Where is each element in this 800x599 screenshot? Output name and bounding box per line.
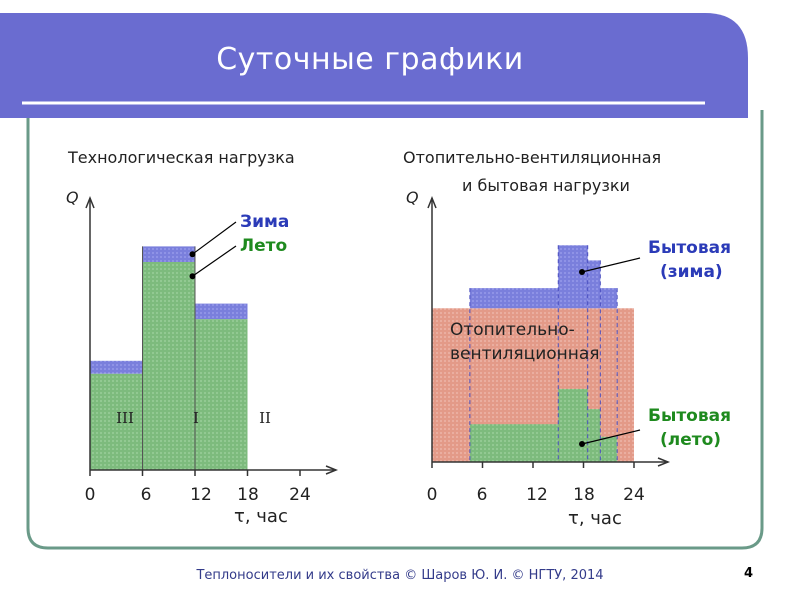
chart2-pointer-summer-line bbox=[581, 429, 641, 445]
chart2-pointer-winter-line bbox=[581, 257, 641, 273]
chart2-bar-household-summer-3 bbox=[600, 436, 618, 462]
chart-technological-load bbox=[85, 195, 339, 476]
title-banner bbox=[0, 13, 748, 118]
chart-heating-household-load bbox=[427, 195, 671, 468]
chart2-tick-12: 12 bbox=[526, 485, 548, 505]
footer-text: Теплоносители и их свойства © Шаров Ю. И… bbox=[196, 568, 604, 583]
chart1-x-symbol: τ bbox=[234, 506, 245, 527]
chart2-legend-winter-line2: (зима) bbox=[660, 262, 723, 282]
chart2-legend-winter-line1: Бытовая bbox=[648, 238, 732, 258]
chart1-shift-label-III: III bbox=[116, 409, 134, 427]
chart1-x-unit: , час bbox=[244, 506, 288, 527]
chart2-x-arrow bbox=[657, 457, 671, 467]
chart1-shift-label-II: II bbox=[259, 409, 271, 427]
chart2-heating-label-line2: вентиляционная bbox=[450, 344, 600, 364]
chart1-bar-summer-I bbox=[142, 262, 195, 470]
chart1-tick-6: 6 bbox=[140, 485, 152, 505]
chart1-bar-winter-III bbox=[90, 360, 143, 374]
chart2-tick-6: 6 bbox=[476, 485, 488, 505]
chart2-y-arrow bbox=[427, 195, 437, 209]
chart1-bar-winter-II bbox=[195, 303, 248, 320]
chart1-title: Технологическая нагрузка bbox=[68, 148, 295, 167]
chart2-bar-household-winter-4 bbox=[600, 288, 618, 309]
chart2-tick-18: 18 bbox=[573, 485, 595, 505]
chart2-bar-household-winter-1 bbox=[469, 288, 559, 309]
chart2-title-line1: Отопительно-вентиляционная bbox=[403, 148, 662, 167]
chart1-bar-summer-III bbox=[90, 373, 143, 470]
chart1-bar-winter-I bbox=[142, 246, 195, 262]
chart2-bar-household-summer-1 bbox=[558, 388, 588, 462]
chart2-x-unit: , час bbox=[578, 508, 622, 529]
chart1-tick-24: 24 bbox=[289, 485, 311, 505]
chart2-title-line2: и бытовая нагрузки bbox=[462, 176, 630, 195]
page-number: 4 bbox=[744, 566, 754, 581]
chart2-y-label: Q bbox=[406, 188, 419, 207]
chart2-bar-household-summer-0 bbox=[469, 424, 559, 462]
chart2-legend-summer-line1: Бытовая bbox=[648, 406, 732, 426]
chart1-shift-label-I: I bbox=[193, 409, 199, 427]
slide-title: Суточные графики bbox=[216, 42, 524, 77]
chart2-tick-24: 24 bbox=[623, 485, 645, 505]
chart1-y-label: Q bbox=[66, 188, 79, 207]
slide-frame bbox=[26, 110, 764, 550]
chart1-legend-summer: Лето bbox=[240, 236, 288, 256]
chart1-x-arrow bbox=[325, 465, 339, 475]
chart1-tick-12: 12 bbox=[190, 485, 212, 505]
chart2-bar-household-winter-2 bbox=[558, 245, 588, 309]
chart1-y-arrow bbox=[85, 195, 95, 209]
chart2-heating-label-line1: Отопительно- bbox=[450, 320, 575, 340]
chart2-tick-0: 0 bbox=[426, 485, 438, 505]
chart1-tick-18: 18 bbox=[237, 485, 259, 505]
chart2-bar-household-summer-2 bbox=[587, 409, 601, 462]
chart1-pointer-winter-line bbox=[192, 221, 237, 255]
chart2-legend-summer-line2: (лето) bbox=[660, 430, 722, 450]
chart1-pointer-summer-line bbox=[192, 245, 237, 277]
chart1-bar-summer-II bbox=[195, 319, 248, 470]
chart1-legend-winter: Зима bbox=[240, 212, 290, 232]
chart2-bar-household-winter-3 bbox=[587, 260, 601, 309]
chart2-x-symbol: τ bbox=[568, 508, 579, 529]
chart1-tick-0: 0 bbox=[84, 485, 96, 505]
